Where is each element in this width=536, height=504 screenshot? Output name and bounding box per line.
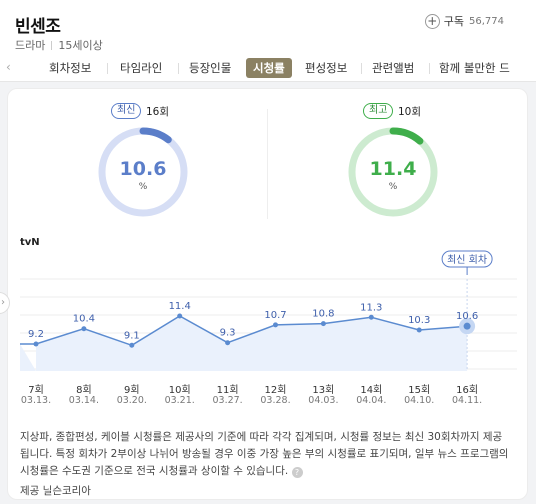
x-date-label: 04.10. [404,395,435,406]
latest-badge: 최신 [111,103,142,119]
data-point [463,322,471,330]
data-label: 10.3 [408,315,430,326]
x-date-label: 03.20. [116,395,147,406]
data-point [273,322,278,328]
ratings-card: 최신 16회 10.6 % 최고 10회 11.4 % tvN 9.2 10.4 9… [7,88,528,500]
x-tick-label: 8회 [76,385,92,396]
x-date-label: 03.13. [20,395,52,406]
ratings-chart: 9.2 10.4 9.1 11.4 9.3 10.7 10.8 11.3 10.3 10.6 최신 … [20,250,517,371]
tab-characters[interactable]: 등장인물 [189,61,232,75]
network-label: tvN [20,237,40,248]
program-title[interactable]: 빈센조 [15,17,61,37]
data-label: 9.1 [124,330,140,341]
latest-rating-value: 10.6 [119,158,167,180]
x-tick-label: 16회 [456,385,479,396]
x-date-label: 04.11. [451,395,483,406]
latest-episode: 16회 [146,106,170,118]
ratings-footnote: 지상파, 종합편성, 케이블 시청률은 제공사의 기준에 따라 각각 집계되며,… [20,429,510,480]
highest-rating-ring: 11.4 % [347,126,439,218]
x-tick-label: 13회 [312,385,335,396]
subscribe-label: 구독 [443,15,464,28]
data-label: 11.3 [360,302,382,313]
highest-rating-value: 11.4 [369,158,417,180]
tab-bar: ‹ 회차정보 타임라인 등장인물 시청률 편성정보 관련앨범 함께 볼만한 드 [0,56,536,82]
x-tick-label: 10회 [168,385,191,396]
x-tick-label: 12회 [264,385,287,396]
x-tick-label: 15회 [408,385,431,396]
x-date-label: 03.14. [68,395,99,406]
data-point [416,327,422,333]
x-date-label: 03.27. [212,395,243,406]
highest-rating-unit: % [388,182,398,192]
genre-label: 드라마 [15,39,46,52]
data-source: 제공 닐슨코리아 [20,485,91,497]
data-label: 10.4 [73,314,95,325]
tab-timeline[interactable]: 타임라인 [120,61,163,75]
tab-schedule[interactable]: 편성정보 [305,61,348,75]
data-point [225,340,231,346]
x-date-label: 03.28. [260,395,291,406]
latest-episode-marker-label: 최신 회차 [447,254,487,266]
data-point [177,313,183,319]
x-tick-label: 14회 [360,385,383,396]
program-meta: 드라마 15세이상 [15,37,103,53]
program-header: 빈센조 드라마 15세이상 + 구독 56,774 [0,0,536,56]
x-date-label: 04.04. [356,395,387,406]
x-date-label: 04.03. [308,395,339,406]
highest-badge: 최고 [363,103,394,119]
x-tick-label: 9회 [124,385,140,396]
help-icon[interactable]: ? [291,467,303,478]
plus-icon: + [424,13,440,29]
data-label: 9.3 [220,328,236,339]
x-date-label: 03.21. [164,395,195,406]
latest-rating-ring: 10.6 % [97,126,189,218]
data-label: 11.4 [169,301,191,312]
subscribe-button[interactable]: + 구독 56,774 [424,13,504,29]
highest-episode: 10회 [398,106,422,118]
tab-episode-info[interactable]: 회차정보 [49,61,92,75]
tab-prev-icon[interactable]: ‹ [6,60,11,74]
data-point [129,342,135,348]
data-point [368,314,374,320]
data-point [320,321,326,327]
data-label: 10.8 [312,309,334,320]
tab-recommendations[interactable]: 함께 볼만한 드 [439,61,510,75]
data-point [33,341,39,347]
data-label: 10.6 [456,311,478,322]
subscribe-count: 56,774 [469,15,504,27]
latest-ring-arc [139,127,172,144]
latest-rating-unit: % [138,182,148,192]
tab-albums[interactable]: 관련앨범 [372,61,415,75]
data-label: 9.2 [28,329,44,340]
highest-ring-arc [389,127,424,145]
data-point [81,326,87,332]
footnote-text: 지상파, 종합편성, 케이블 시청률은 제공사의 기준에 따라 각각 집계되며,… [20,431,509,477]
tab-ratings[interactable]: 시청률 [246,58,292,78]
data-label: 10.7 [264,310,286,321]
x-tick-label: 11회 [216,385,239,396]
age-rating: 15세이상 [58,39,103,52]
series-area [20,316,468,371]
x-tick-label: 7회 [28,385,44,396]
